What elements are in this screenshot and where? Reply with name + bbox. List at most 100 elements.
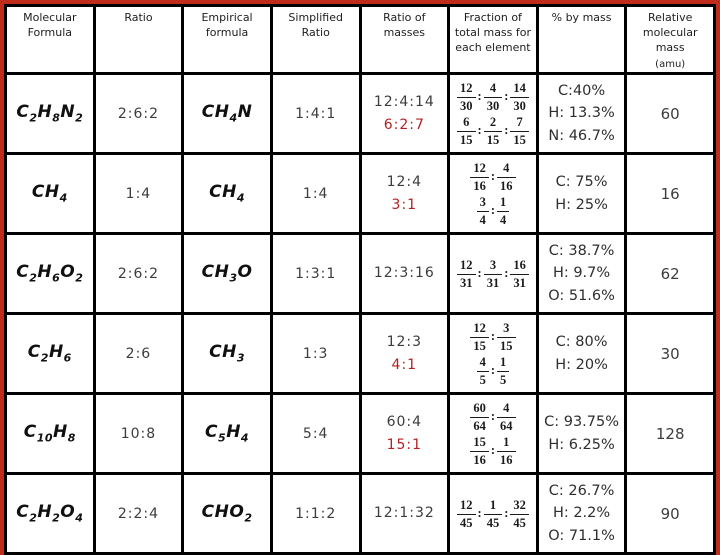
percent-line: H: 25% [555,196,608,213]
mass-fraction-cell: 12 15:3 15 4 5:1 5 [447,312,539,396]
col-header-ratio-of-masses: Ratio of masses [358,3,451,76]
percent-line: C: 80% [555,334,608,351]
fraction: 3 15 [497,321,516,352]
fraction-separator: : [504,266,509,281]
col-header-relative-molecular-mass: Relative molecular mass (amu) [624,3,716,76]
molecular-formula-cell: CH4 [4,152,96,236]
fraction-denominator: 30 [460,98,473,113]
percent-line: C: 75% [555,174,608,191]
fraction-separator: : [490,329,496,344]
fraction: 14 30 [510,81,529,112]
fraction-denominator: 15 [513,132,526,147]
fraction-separator: : [490,203,496,218]
fraction-line: 12 15:3 15 [452,321,535,352]
fraction-denominator: 16 [473,452,486,467]
fraction-line: 12 16:4 16 [452,161,535,193]
percent-line: H: 2.2% [552,505,611,522]
ratio-cell: 2:2:4 [92,472,185,555]
ratio-cell: 2:6:2 [92,232,185,316]
fraction: 3 31 [483,258,503,290]
fraction-numerator: 60 [470,401,489,418]
fraction: 1 45 [483,498,503,529]
empirical-formula-cell: CHO2 [181,472,273,555]
mass-ratio-simplified-value: 4:1 [391,356,418,373]
fraction-line: 12 45:1 45:32 45 [452,498,535,530]
fraction-denominator: 16 [473,178,486,193]
fraction-separator: : [504,89,509,104]
molecular-formula-cell: C2H2O4 [4,472,96,555]
ratio-of-masses-cell: 12:3:16 [358,232,451,316]
table-header: Molecular Formula Ratio Empirical formul… [4,3,716,76]
fraction-denominator: 15 [486,132,500,147]
molecular-formula-cell: C2H6 [4,312,96,396]
table-row: C2H8N2 2:6:2 CH4N 1:4:1 12:4:14 6:2:7 12 30:4 30… [4,72,716,156]
fraction-denominator: 15 [500,338,513,353]
fraction-numerator: 1 [497,195,510,212]
mass-fraction-cell: 12 45:1 45:32 45 [447,472,539,555]
molecular-formula-cell: C10H8 [4,392,96,476]
relative-molecular-mass-cell: 62 [624,232,716,316]
fraction-numerator: 4 [497,161,516,178]
percent-line: H: 6.25% [548,436,615,453]
fraction-line: 60 64:4 64 [452,401,535,433]
amu-unit-note: (amu) [655,58,686,70]
percent-line: C: 38.7% [548,242,615,259]
fraction-numerator: 12 [470,161,489,178]
relative-molecular-mass-cell: 16 [624,152,716,236]
fraction: 4 30 [483,81,503,112]
fraction-numerator: 14 [510,81,529,98]
table-row: CH4 1:4 CH4 1:4 12:4 3:1 12 16:4 16 3 4:1 4 C: 75% H:… [4,152,716,236]
fraction-separator: : [477,506,482,521]
fraction-denominator: 16 [500,178,513,193]
fraction-denominator: 64 [500,418,513,433]
mass-fraction-cell: 60 64:4 64 15 16:1 16 [447,392,539,476]
simplified-ratio-cell: 1:4 [269,152,362,236]
relative-molecular-mass-cell: 90 [624,472,716,555]
table-row: C2H6 2:6 CH3 1:3 12:3 4:1 12 15:3 15 4 5:1 5 C: 80% H… [4,312,716,396]
fraction-numerator: 12 [457,498,476,515]
percent-line: O: 51.6% [548,287,615,304]
percent-by-mass-cell: C: 93.75% H: 6.25% [535,392,628,476]
header-row: Molecular Formula Ratio Empirical formul… [4,3,716,76]
fraction-denominator: 45 [460,515,473,530]
fraction-separator: : [490,409,496,424]
percent-by-mass-cell: C:40% H: 13.3% N: 46.7% [535,72,628,156]
ratio-cell: 2:6 [92,312,185,396]
fraction-denominator: 4 [500,212,507,227]
mass-ratio-simplified-value: 15:1 [386,436,423,453]
fraction-separator: : [477,123,482,138]
ratio-cell: 10:8 [92,392,185,476]
fraction-numerator: 2 [483,115,503,132]
fraction-separator: : [477,89,482,104]
mass-ratio-simplified-value: 6:2:7 [383,116,425,133]
fraction: 2 15 [483,115,503,147]
col-header-empirical-formula: Empirical formula [181,3,273,76]
mass-ratio-value: 12:1:32 [373,505,435,522]
fraction-denominator: 31 [513,275,526,290]
percent-line: O: 71.1% [548,527,615,544]
fraction-numerator: 4 [497,401,516,418]
relative-molecular-mass-cell: 60 [624,72,716,156]
empirical-formula-table: Molecular Formula Ratio Empirical formul… [4,3,716,555]
fraction: 12 31 [457,258,476,289]
fraction-numerator: 15 [470,435,489,452]
fraction-denominator: 4 [479,212,486,227]
ratio-cell: 2:6:2 [92,72,185,156]
fraction-numerator: 1 [483,498,503,515]
fraction-numerator: 12 [470,321,489,338]
fraction-denominator: 31 [460,275,473,290]
simplified-ratio-cell: 1:3 [269,312,362,396]
fraction: 12 16 [470,161,489,192]
percent-line: N: 46.7% [548,127,615,144]
table-row: C2H6O2 2:6:2 CH3O 1:3:1 12:3:16 12 31:3 31:16 31… [4,232,716,316]
fraction-line: 15 16:1 16 [452,435,535,467]
fraction-denominator: 31 [486,275,500,290]
simplified-ratio-cell: 1:1:2 [269,472,362,555]
mass-ratio-value: 12:4:14 [373,94,435,111]
col-header-molecular-formula: Molecular Formula [4,3,96,76]
empirical-formula-cell: CH4N [181,72,273,156]
fraction-line: 6 15:2 15:7 15 [452,115,535,147]
